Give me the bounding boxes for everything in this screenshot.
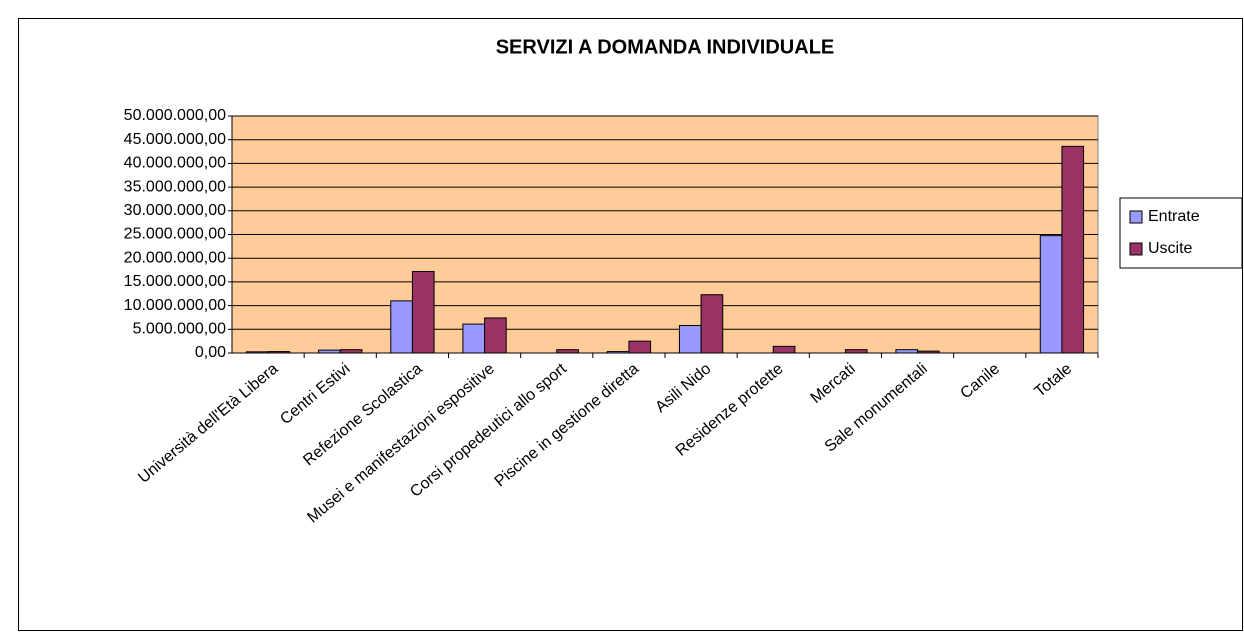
bar <box>700 294 724 354</box>
bar <box>556 349 579 354</box>
bar <box>1061 145 1085 354</box>
bar <box>628 340 652 354</box>
bar <box>462 323 486 354</box>
y-tick-label: 30.000.000,00 <box>124 202 226 219</box>
y-tick-label: 45.000.000,00 <box>124 131 226 148</box>
y-tick-label: 20.000.000,00 <box>124 249 226 266</box>
y-tick-label: 35.000.000,00 <box>124 178 226 195</box>
bar <box>917 350 940 354</box>
bar <box>606 351 630 354</box>
bar <box>678 325 702 354</box>
legend <box>1119 197 1243 269</box>
legend-label: Entrate <box>1148 208 1200 225</box>
chart-title: SERVIZI A DOMANDA INDIVIDUALE <box>496 36 835 58</box>
bar <box>895 349 919 354</box>
y-tick-label: 25.000.000,00 <box>124 226 226 243</box>
bar <box>318 349 341 354</box>
bar <box>339 349 363 354</box>
y-tick-label: 10.000.000,00 <box>124 297 226 314</box>
legend-label: Uscite <box>1148 240 1193 257</box>
y-tick-label: 40.000.000,00 <box>124 155 226 172</box>
legend-swatch <box>1129 210 1143 224</box>
bar <box>411 270 435 354</box>
legend-swatch <box>1129 242 1143 256</box>
bar <box>844 349 868 354</box>
bar <box>245 351 269 354</box>
bar <box>390 300 413 354</box>
bar <box>1039 235 1063 354</box>
bar <box>484 317 507 354</box>
y-tick-label: 0,00 <box>195 344 226 361</box>
y-tick-label: 50.000.000,00 <box>124 107 226 124</box>
y-tick-label: 15.000.000,00 <box>124 273 226 290</box>
bar <box>772 345 796 354</box>
y-tick-label: 5.000.000,00 <box>133 321 227 338</box>
bar <box>267 351 291 354</box>
